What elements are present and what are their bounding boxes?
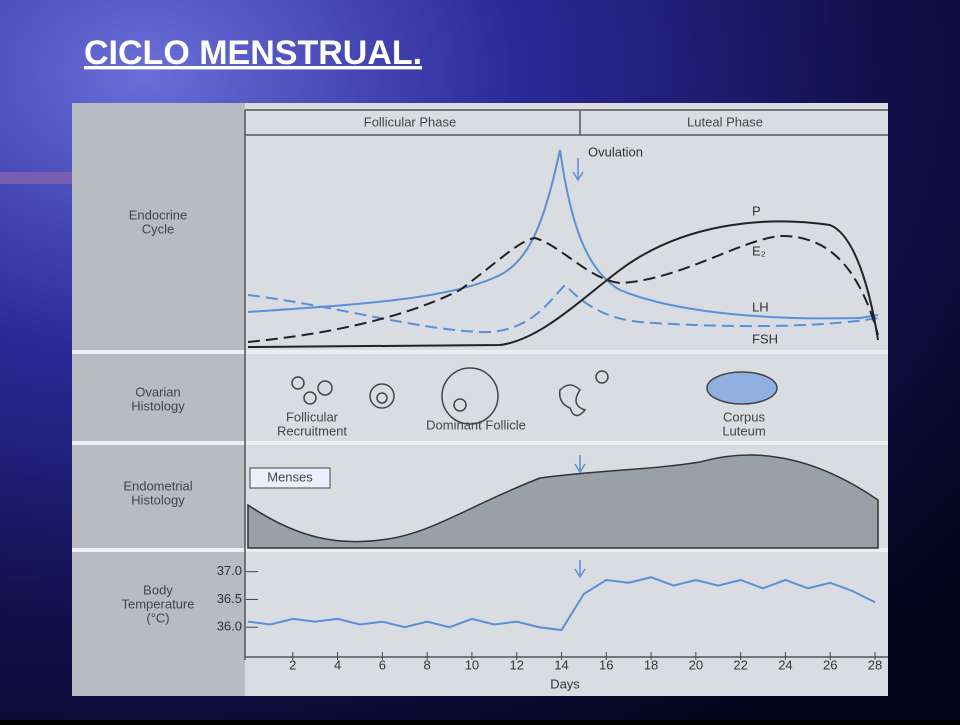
figure: Follicular Phase Luteal Phase EndocrineCyc…	[72, 103, 888, 696]
menses-label: Menses	[267, 469, 313, 484]
x-tick-label: 24	[778, 657, 792, 672]
row-label: Temperature	[122, 596, 195, 611]
x-tick-label: 26	[823, 657, 837, 672]
x-tick-label: 28	[868, 657, 882, 672]
phase-label: Follicular Phase	[364, 114, 457, 129]
curve-label: FSH	[752, 331, 778, 346]
row-label: Histology	[131, 398, 185, 413]
x-tick-label: 2	[289, 657, 296, 672]
ovarian-label: Corpus	[723, 409, 765, 424]
ovarian-label: Recruitment	[277, 423, 347, 438]
x-tick-label: 16	[599, 657, 613, 672]
y-tick-label: 36.0	[217, 619, 242, 634]
x-tick-label: 6	[379, 657, 386, 672]
x-tick-label: 8	[424, 657, 431, 672]
endocrine-curves	[247, 149, 879, 579]
row-label: Body	[143, 582, 173, 597]
row-label: Cycle	[142, 221, 175, 236]
label-column	[72, 103, 245, 696]
ovulation-label: Ovulation	[588, 144, 643, 159]
phase-label: Luteal Phase	[687, 114, 763, 129]
menses-box	[249, 467, 331, 489]
row-label: (°C)	[146, 610, 169, 625]
ovarian-label: Luteum	[722, 423, 765, 438]
x-tick-label: 20	[689, 657, 703, 672]
ovarian-drawings	[291, 367, 778, 425]
row-label: Ovarian	[135, 384, 181, 399]
y-tick-label: 37.0	[217, 563, 242, 578]
row-dividers	[72, 109, 888, 660]
x-tick-label: 10	[465, 657, 479, 672]
curve-label: E₂	[752, 243, 766, 258]
x-axis-label: Days	[550, 676, 580, 691]
x-tick-label: 18	[644, 657, 658, 672]
row-label: Histology	[131, 492, 185, 507]
endometrium	[247, 454, 879, 549]
accent-bar	[0, 172, 72, 184]
x-tick-label: 12	[509, 657, 523, 672]
temperature-line	[247, 576, 876, 632]
curve-label: LH	[752, 299, 769, 314]
ovarian-label: Dominant Follicle	[426, 417, 526, 432]
row-label: Endometrial	[123, 478, 192, 493]
slide-title: CICLO MENSTRUAL.	[84, 34, 422, 72]
row-label: Endocrine	[129, 207, 188, 222]
curve-label: P	[752, 203, 761, 218]
ovarian-label: Follicular	[286, 409, 339, 424]
x-tick-label: 4	[334, 657, 341, 672]
y-tick-label: 36.5	[217, 591, 242, 606]
x-tick-label: 14	[554, 657, 568, 672]
x-tick-label: 22	[733, 657, 747, 672]
